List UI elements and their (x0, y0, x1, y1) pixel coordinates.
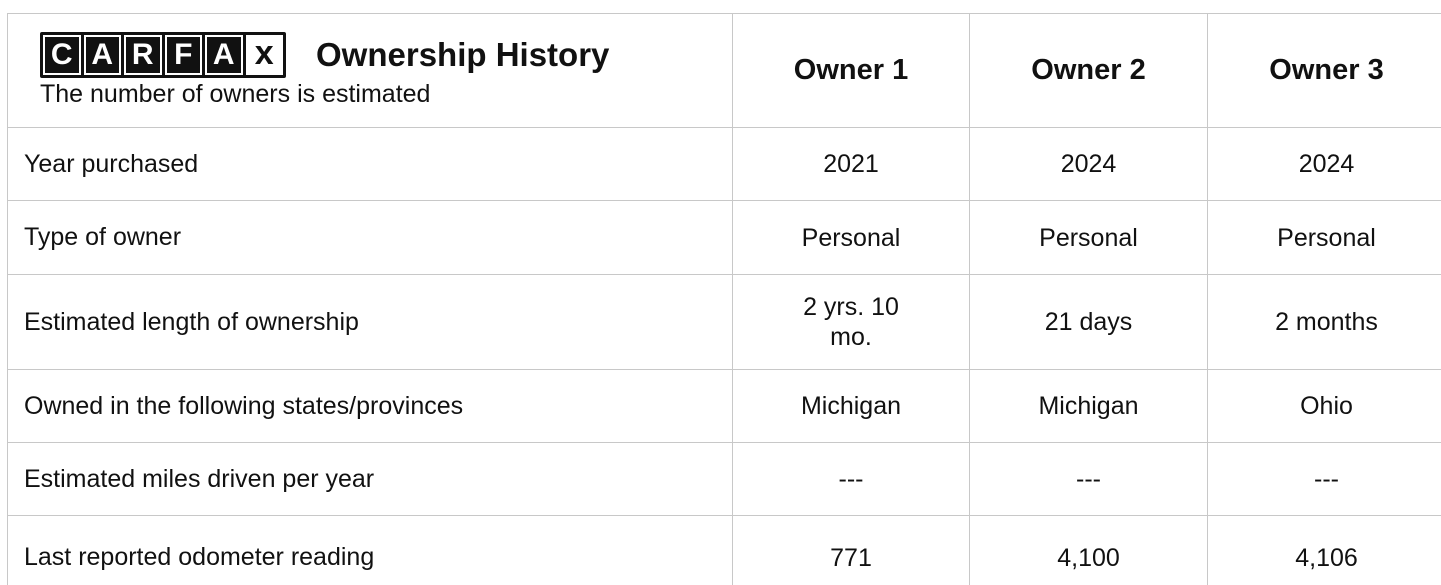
owner-header: Owner 1 (733, 13, 970, 128)
value-text: 4,100 (1057, 543, 1120, 572)
row-label: Year purchased (7, 128, 733, 201)
row-label: Estimated length of ownership (7, 275, 733, 370)
value-cell: Michigan (970, 370, 1208, 443)
value-text: Ohio (1300, 392, 1353, 420)
value-cell: --- (970, 443, 1208, 516)
subtitle: The number of owners is estimated (40, 80, 431, 108)
value-text: 2024 (1298, 150, 1355, 178)
value-cell: Personal (733, 201, 970, 275)
logo-letter: F (164, 35, 202, 75)
title: Ownership History (316, 36, 610, 73)
value-text: Michigan (1038, 392, 1139, 420)
value-text: 771 (830, 543, 872, 572)
value-cell: 21 days (970, 275, 1208, 370)
header-cell (7, 13, 733, 128)
value-text: 21 days (1044, 308, 1133, 336)
value-cell: 2024 (1208, 128, 1441, 201)
owner-header: Owner 3 (1208, 13, 1441, 128)
logo-letter: x (245, 34, 283, 75)
value-text: --- (1314, 465, 1339, 493)
value-text: Personal (801, 223, 901, 252)
value-cell: 2 yrs. 10 mo. (733, 275, 970, 370)
value-cell: 4,106 (1208, 516, 1441, 585)
value-cell: 2021 (733, 128, 970, 201)
value-text: 2024 (1060, 150, 1117, 178)
value-cell: Ohio (1208, 370, 1441, 443)
value-cell: --- (1208, 443, 1441, 516)
row-label: Type of owner (7, 201, 733, 275)
logo-letter: R (124, 35, 162, 75)
value-cell: Personal (1208, 201, 1441, 275)
logo-letter: A (83, 35, 121, 75)
value-text: Personal (1277, 223, 1376, 252)
value-cell: 2 months (1208, 275, 1441, 370)
value-text: 2 months (1275, 308, 1378, 336)
value-cell: Personal (970, 201, 1208, 275)
value-text: --- (1076, 465, 1101, 493)
logo-letter: A (205, 35, 243, 75)
value-text: --- (838, 465, 864, 493)
value-text: 2 yrs. 10 mo. (803, 293, 899, 351)
row-label: Last reported odometer reading (7, 516, 733, 585)
value-cell: 4,100 (970, 516, 1208, 585)
logo-letter: C (43, 35, 81, 75)
value-cell: 771 (733, 516, 970, 585)
value-text: 2021 (823, 150, 879, 178)
value-text: Personal (1039, 223, 1138, 252)
value-cell: 2024 (970, 128, 1208, 201)
value-cell: --- (733, 443, 970, 516)
row-label: Estimated miles driven per year (7, 443, 733, 516)
owner-header: Owner 2 (970, 13, 1208, 128)
value-text: Michigan (800, 392, 902, 420)
row-label: Owned in the following states/provinces (7, 370, 733, 443)
value-cell: Michigan (733, 370, 970, 443)
value-text: 4,106 (1295, 543, 1358, 572)
